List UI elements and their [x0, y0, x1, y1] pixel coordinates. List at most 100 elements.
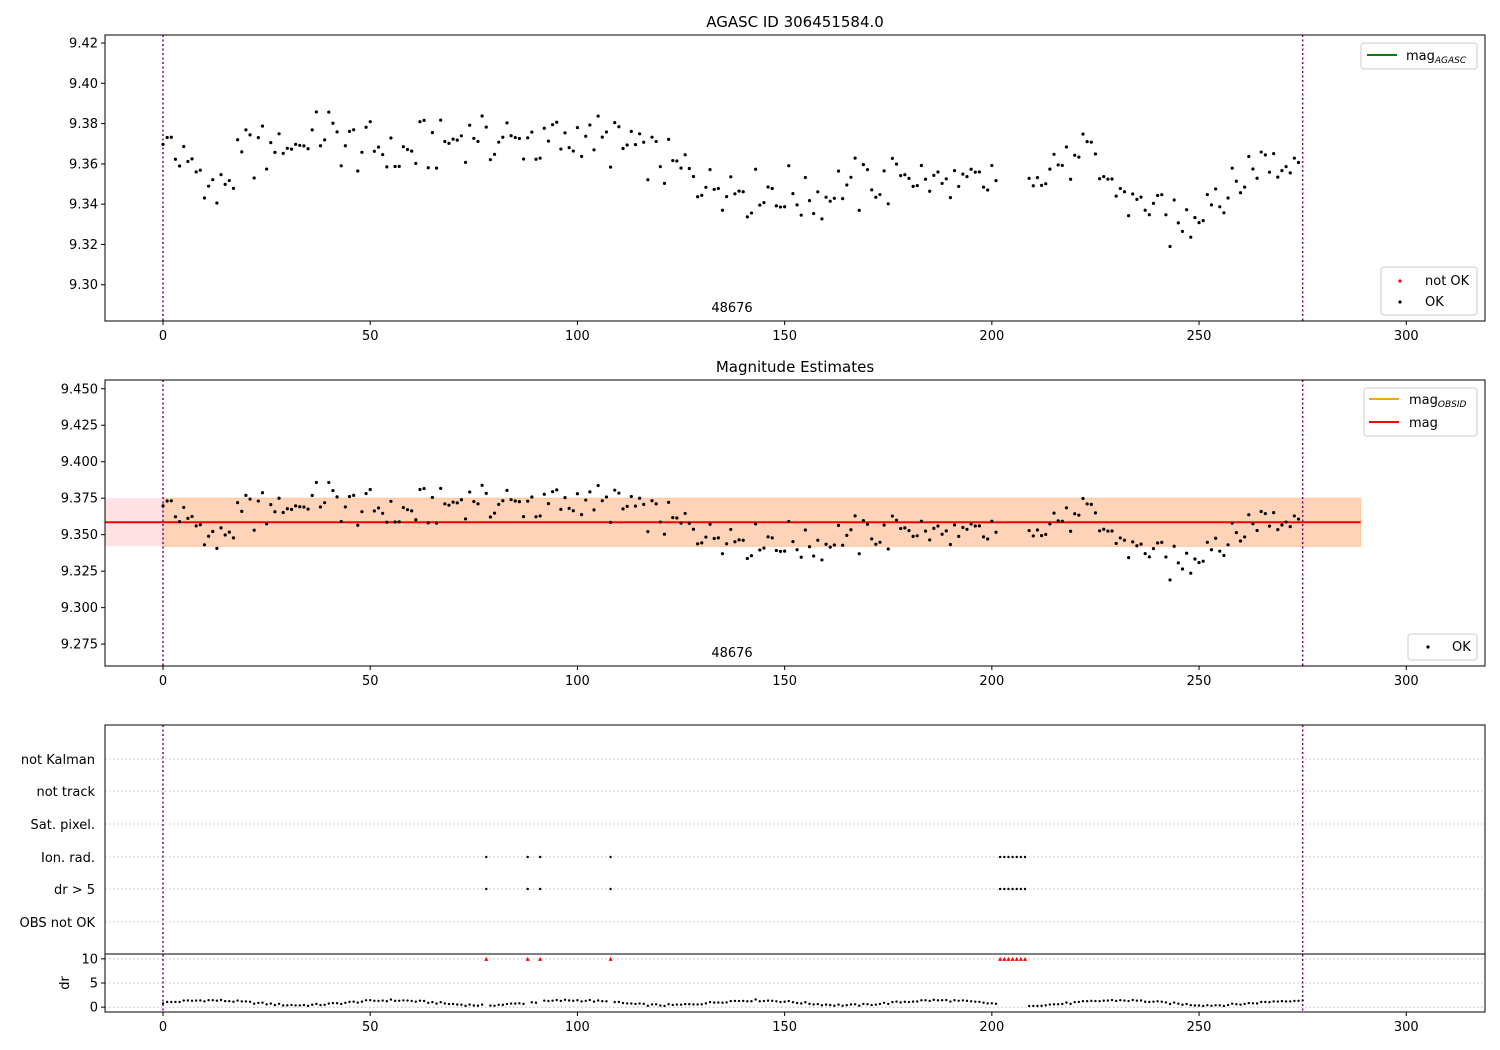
data-point	[1247, 513, 1251, 517]
flag-label: OBS not OK	[20, 916, 96, 931]
data-point	[492, 152, 497, 156]
dr-point	[642, 1002, 645, 1006]
dr-point	[1061, 1002, 1064, 1006]
data-point	[1143, 552, 1147, 556]
dr-point	[779, 1000, 782, 1004]
legend-label-not-ok: not OK	[1425, 274, 1470, 289]
data-point	[832, 543, 836, 547]
dr-point	[580, 1000, 583, 1003]
data-point	[505, 488, 509, 492]
dr-point	[679, 1003, 683, 1006]
data-point	[327, 480, 331, 485]
data-point	[265, 167, 269, 171]
dr-point	[567, 999, 571, 1002]
data-point	[260, 124, 265, 128]
dr-x-tick-label: 100	[565, 1020, 590, 1035]
dr-point	[1301, 999, 1304, 1002]
dr-point	[1102, 999, 1105, 1002]
dr-point	[1201, 1004, 1205, 1008]
data-point	[1048, 167, 1052, 171]
dr-above-threshold-marker	[1014, 956, 1019, 961]
dr-point	[1222, 1004, 1226, 1008]
data-point	[1276, 175, 1280, 179]
data-point	[1193, 216, 1197, 220]
data-point	[513, 499, 517, 503]
y-tick-label: 9.38	[69, 117, 98, 132]
data-point	[1068, 529, 1073, 533]
dr-point	[178, 1000, 181, 1004]
data-point	[281, 151, 285, 155]
data-point	[219, 173, 223, 177]
flag-point	[1011, 887, 1014, 891]
dr-point	[514, 1002, 517, 1005]
dr-point	[663, 1004, 666, 1008]
dr-point	[692, 1003, 695, 1006]
data-point	[579, 154, 584, 158]
data-point	[289, 147, 294, 151]
data-point	[1039, 183, 1044, 187]
data-point	[1097, 177, 1102, 181]
data-point	[1106, 177, 1110, 181]
dr-point	[402, 999, 405, 1002]
data-point	[870, 188, 874, 192]
data-point	[298, 505, 302, 509]
dr-point	[410, 999, 413, 1003]
data-point	[749, 211, 754, 215]
data-point	[965, 527, 969, 531]
data-point	[1114, 541, 1118, 546]
dr-point	[907, 1000, 911, 1004]
data-point	[327, 110, 331, 114]
data-point	[621, 146, 625, 151]
data-point	[874, 542, 878, 546]
data-point	[1102, 174, 1106, 179]
data-point	[845, 533, 849, 537]
data-point	[584, 134, 588, 138]
data-point	[372, 149, 376, 153]
dr-above-threshold-marker	[998, 956, 1003, 961]
dr-point	[1148, 1000, 1151, 1004]
y-tick-label: 9.40	[69, 77, 98, 92]
dr-point	[982, 1001, 985, 1004]
data-point	[700, 193, 704, 197]
dr-point	[787, 999, 790, 1003]
data-point	[1193, 557, 1197, 561]
data-point	[509, 134, 513, 138]
data-point	[932, 173, 936, 177]
data-point	[720, 208, 725, 212]
data-point	[418, 120, 422, 124]
flag-point	[485, 887, 488, 891]
x-tick-label: 0	[159, 329, 167, 344]
y-tick-label: 9.30	[69, 278, 98, 293]
data-point	[1085, 502, 1089, 506]
flag-point	[1015, 887, 1018, 891]
data-point	[480, 483, 484, 487]
data-point	[546, 501, 551, 506]
dr-point	[704, 1002, 708, 1005]
dr-x-tick-label: 300	[1394, 1020, 1419, 1035]
dr-point	[1189, 1004, 1192, 1007]
dr-above-threshold-marker	[1010, 956, 1015, 961]
data-point	[1031, 534, 1035, 538]
dr-point	[1160, 1000, 1163, 1003]
dr-point	[949, 1000, 952, 1003]
data-point	[646, 178, 650, 182]
data-point	[364, 125, 368, 129]
data-point	[186, 516, 190, 520]
dr-point	[1048, 1003, 1052, 1006]
data-point	[853, 514, 857, 518]
dr-point	[1094, 999, 1097, 1003]
data-point	[725, 194, 729, 199]
data-point	[368, 487, 372, 492]
data-point	[977, 524, 982, 528]
data-point	[845, 183, 849, 187]
data-point	[940, 181, 944, 186]
legend-marker-ok-2	[1426, 645, 1430, 649]
data-point	[314, 110, 318, 114]
data-point	[957, 184, 961, 189]
dr-point	[1040, 1004, 1043, 1008]
flag-point	[998, 855, 1002, 859]
dr-point	[393, 999, 397, 1003]
data-point	[526, 499, 530, 503]
dr-point	[1197, 1004, 1201, 1007]
data-point	[1296, 517, 1301, 521]
